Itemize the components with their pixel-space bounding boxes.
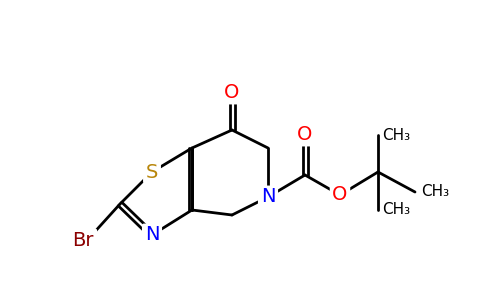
Text: O: O (333, 185, 348, 205)
Text: CH₃: CH₃ (382, 202, 410, 217)
Text: O: O (297, 125, 313, 145)
Text: O: O (224, 83, 240, 103)
Text: S: S (145, 163, 159, 182)
Text: O: O (332, 185, 348, 205)
Text: N: N (261, 188, 275, 206)
Text: CH₃: CH₃ (382, 128, 410, 142)
Text: Br: Br (72, 230, 94, 250)
Text: N: N (260, 188, 276, 206)
Text: O: O (224, 83, 241, 103)
Text: N: N (145, 226, 159, 244)
Text: O: O (297, 125, 313, 145)
Text: N: N (144, 226, 160, 244)
Text: S: S (146, 163, 158, 182)
Text: CH₃: CH₃ (421, 184, 449, 200)
Text: Br: Br (71, 230, 95, 250)
